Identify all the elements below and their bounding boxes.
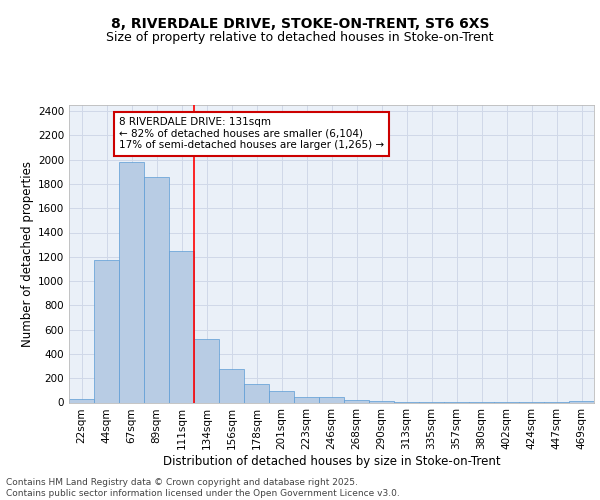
- Bar: [119, 162, 144, 402]
- Bar: [569, 400, 594, 402]
- Bar: [344, 400, 369, 402]
- Bar: [269, 391, 294, 402]
- Bar: [169, 250, 194, 402]
- Text: Contains HM Land Registry data © Crown copyright and database right 2025.
Contai: Contains HM Land Registry data © Crown c…: [6, 478, 400, 498]
- Bar: [94, 260, 119, 402]
- Y-axis label: Number of detached properties: Number of detached properties: [21, 161, 34, 347]
- Text: Size of property relative to detached houses in Stoke-on-Trent: Size of property relative to detached ho…: [106, 31, 494, 44]
- Bar: [294, 397, 319, 402]
- Bar: [369, 400, 394, 402]
- Bar: [244, 384, 269, 402]
- X-axis label: Distribution of detached houses by size in Stoke-on-Trent: Distribution of detached houses by size …: [163, 455, 500, 468]
- Bar: [319, 397, 344, 402]
- Text: 8, RIVERDALE DRIVE, STOKE-ON-TRENT, ST6 6XS: 8, RIVERDALE DRIVE, STOKE-ON-TRENT, ST6 …: [111, 18, 489, 32]
- Bar: [194, 340, 219, 402]
- Bar: [144, 176, 169, 402]
- Bar: [69, 400, 94, 402]
- Text: 8 RIVERDALE DRIVE: 131sqm
← 82% of detached houses are smaller (6,104)
17% of se: 8 RIVERDALE DRIVE: 131sqm ← 82% of detac…: [119, 117, 384, 150]
- Bar: [219, 369, 244, 402]
